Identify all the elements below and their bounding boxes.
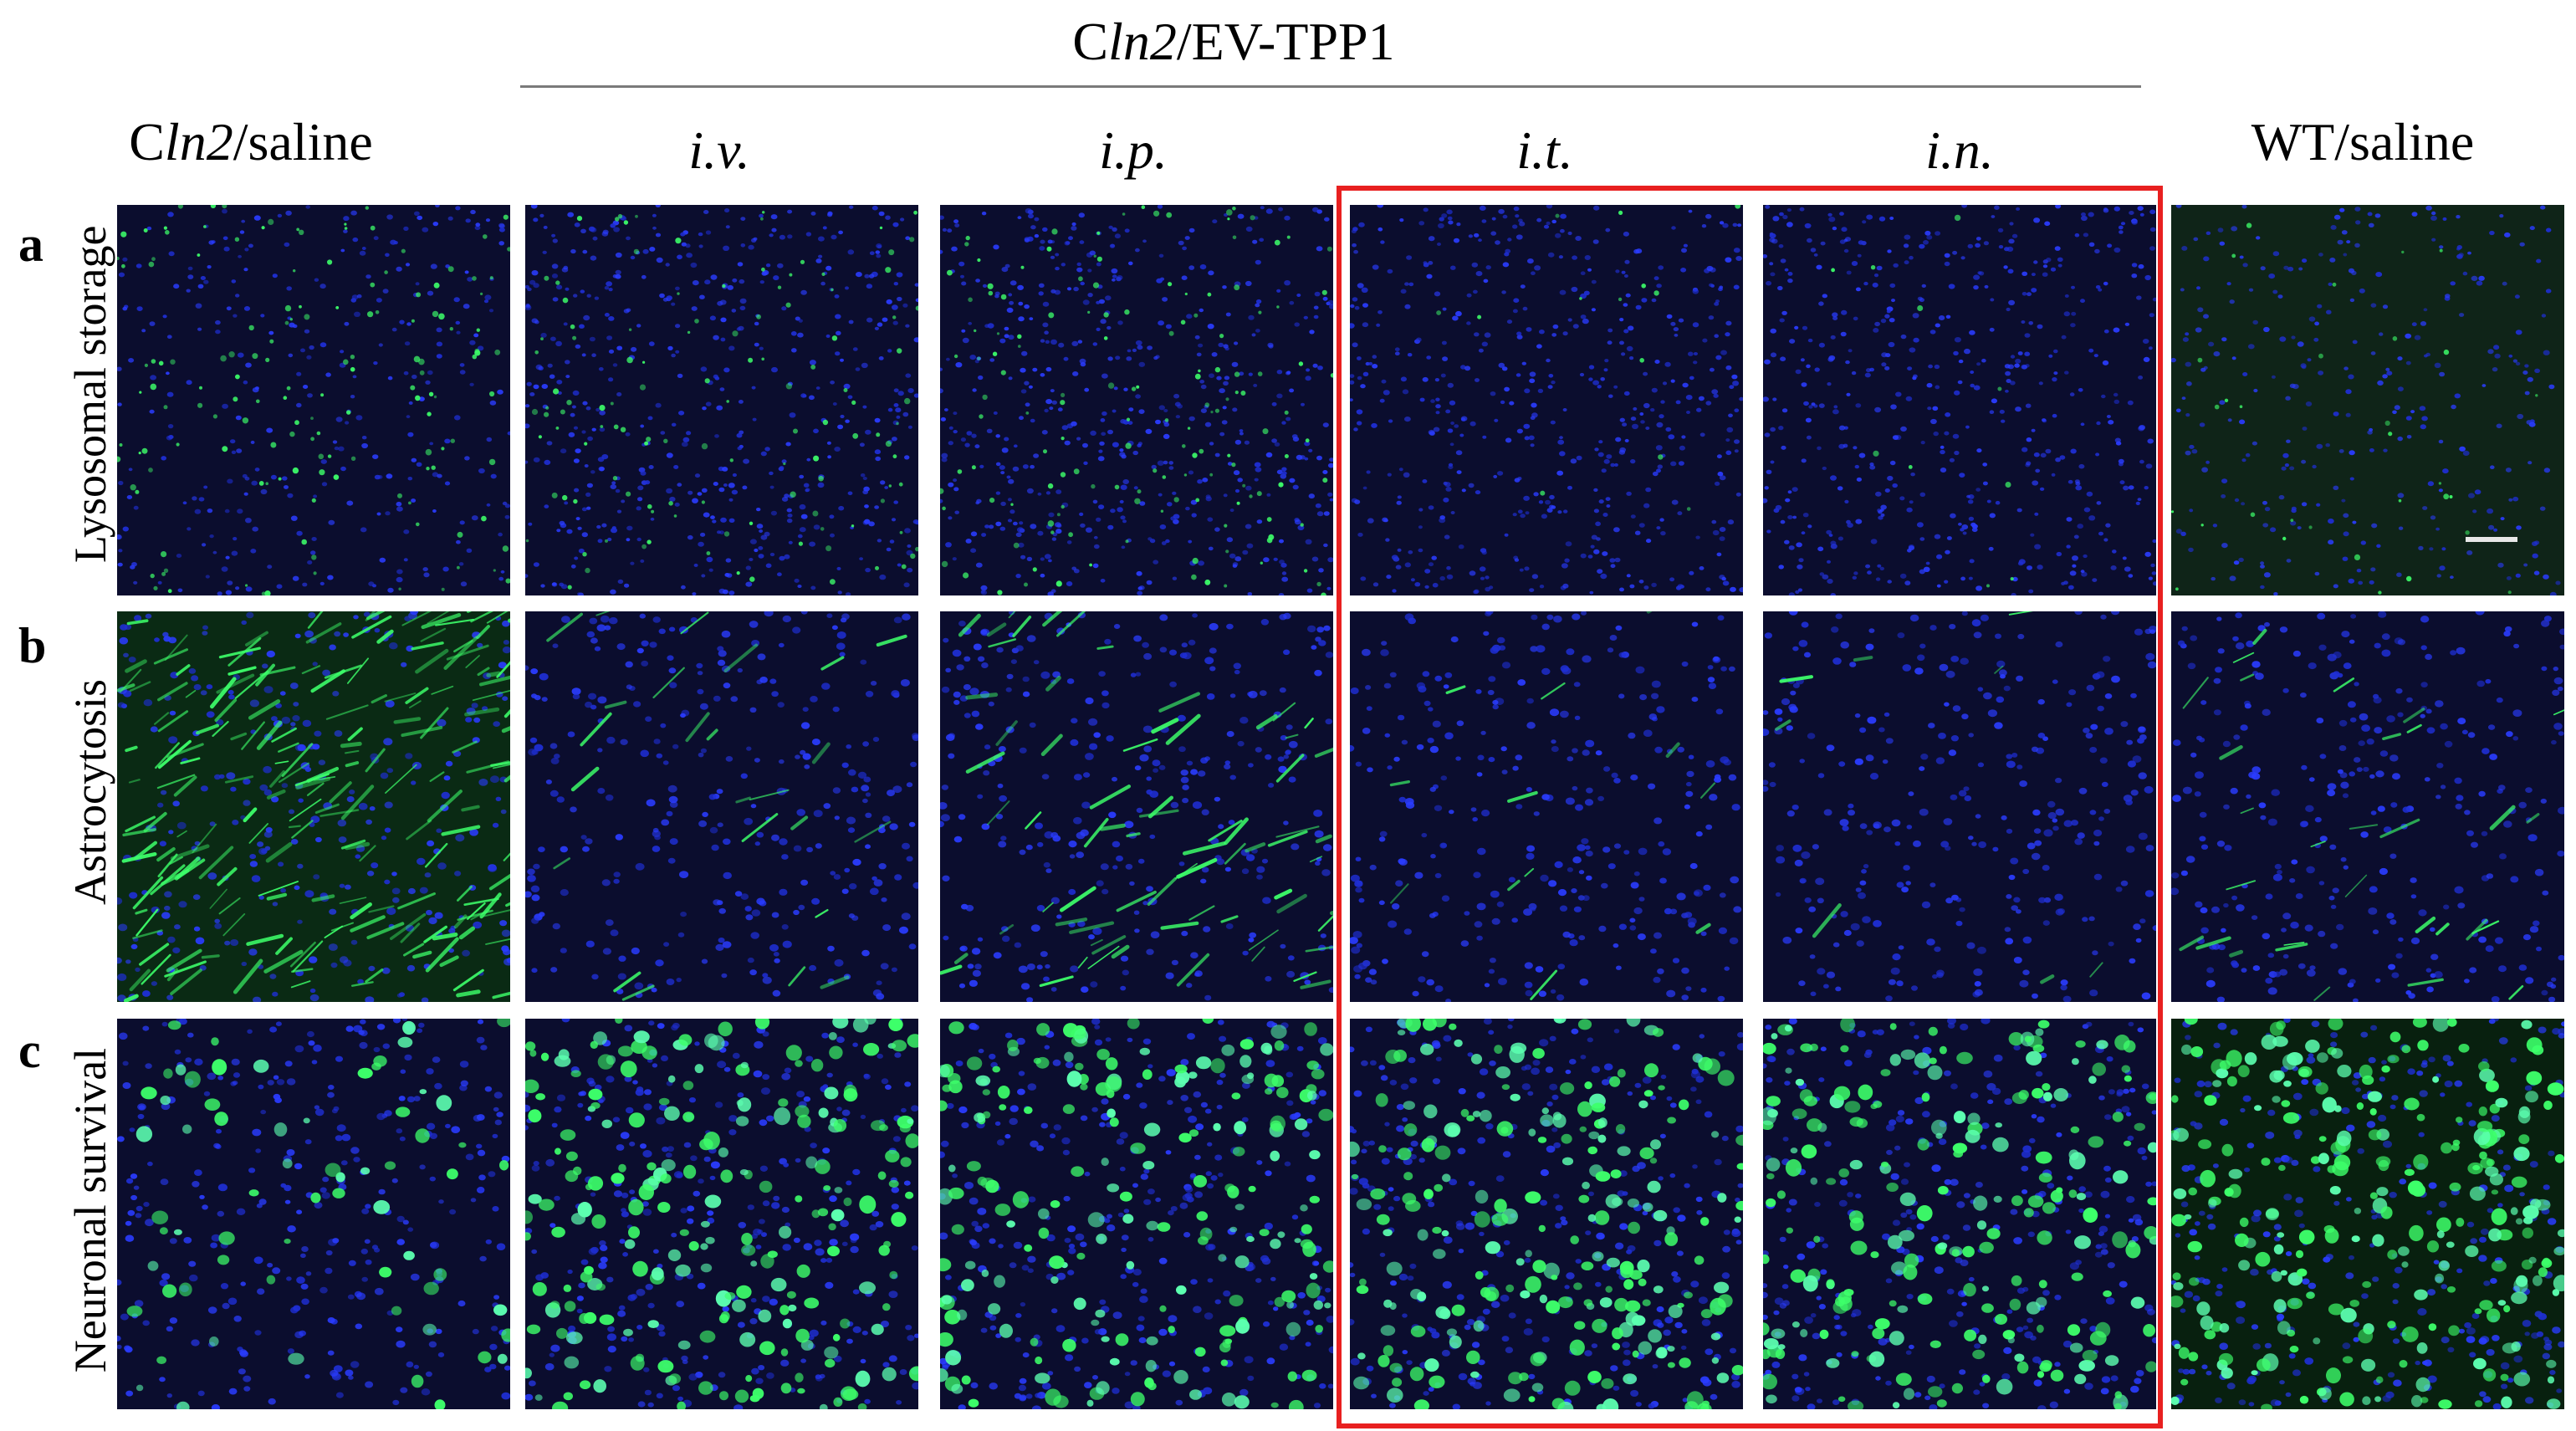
micrograph-image <box>1763 205 2156 595</box>
panel-a-it <box>1350 205 1743 595</box>
row-letter-c: c <box>18 1023 41 1078</box>
panel-a-in <box>1763 205 2156 595</box>
micrograph-image <box>1350 1019 1743 1409</box>
panel-c-in <box>1763 1019 2156 1409</box>
panel-b-wt-saline <box>2171 611 2564 1002</box>
panel-a-wt-saline <box>2171 205 2564 595</box>
panel-c-it <box>1350 1019 1743 1409</box>
panel-b-cln2-saline <box>117 611 510 1002</box>
micrograph-image <box>2171 205 2564 595</box>
micrograph-image <box>940 1019 1333 1409</box>
micrograph-image <box>2171 611 2564 1002</box>
micrograph-image <box>1350 205 1743 595</box>
row-label-astrocytosis: Astrocytosis <box>65 679 115 905</box>
panel-a-ip <box>940 205 1333 595</box>
panel-a-cln2-saline <box>117 205 510 595</box>
column-title-wt-saline: WT/saline <box>2251 112 2475 171</box>
micrograph-image <box>117 611 510 1002</box>
micrograph-image <box>525 611 918 1002</box>
panel-b-it <box>1350 611 1743 1002</box>
micrograph-image <box>117 205 510 595</box>
micrograph-image <box>940 205 1333 595</box>
panel-b-iv <box>525 611 918 1002</box>
micrograph-image <box>117 1019 510 1409</box>
micrograph-image <box>2171 1019 2564 1409</box>
group-header-rule <box>520 85 2141 88</box>
column-title-ip: i.p. <box>1099 120 1168 180</box>
column-title-it: i.t. <box>1516 120 1573 180</box>
micrograph-image <box>1763 611 2156 1002</box>
row-letter-b: b <box>18 618 47 673</box>
panel-b-ip <box>940 611 1333 1002</box>
row-label-neuronal-survival: Neuronal survival <box>65 1047 115 1373</box>
panel-c-cln2-saline <box>117 1019 510 1409</box>
row-letter-a: a <box>18 217 43 272</box>
panel-a-iv <box>525 205 918 595</box>
micrograph-image <box>1763 1019 2156 1409</box>
column-title-iv: i.v. <box>688 120 750 180</box>
column-title-in: i.n. <box>1925 120 1994 180</box>
highlight-box <box>1337 186 2163 1428</box>
panel-c-iv <box>525 1019 918 1409</box>
group-header: Cln2/EV-TPP1 <box>1072 12 1395 71</box>
micrograph-image <box>525 1019 918 1409</box>
panel-c-ip <box>940 1019 1333 1409</box>
row-label-lysosomal-storage: Lysosomal storage <box>65 225 115 563</box>
micrograph-image <box>525 205 918 595</box>
micrograph-image <box>1350 611 1743 1002</box>
scale-bar <box>2466 537 2517 542</box>
panel-b-in <box>1763 611 2156 1002</box>
panel-c-wt-saline <box>2171 1019 2564 1409</box>
micrograph-image <box>940 611 1333 1002</box>
column-title-cln2-saline: Cln2/saline <box>129 112 373 171</box>
